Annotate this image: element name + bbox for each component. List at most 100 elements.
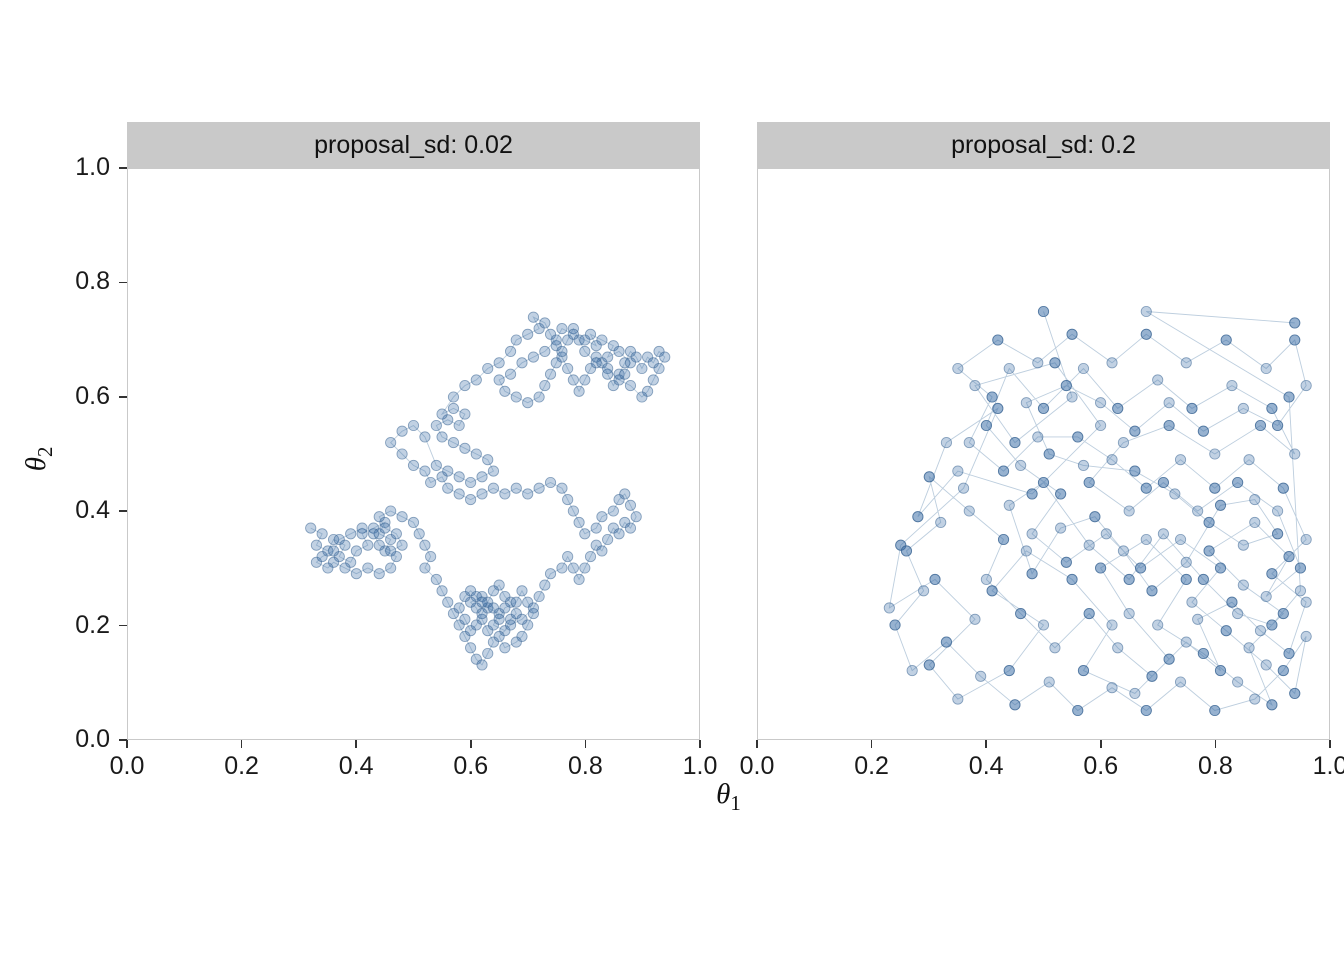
sample-point [1243,454,1255,466]
sample-point [459,590,471,603]
x-tick-label: 0.0 [739,752,775,780]
sample-point [470,602,482,614]
sample-point [619,368,631,380]
sample-point [613,368,625,380]
sample-point [556,323,568,335]
sample-point [470,448,482,460]
sample-point [373,568,385,580]
facet-strip-label: proposal_sd: 0.02 [314,130,513,159]
sample-point [419,539,431,551]
sample-point [379,516,391,528]
sample-point [1232,608,1244,620]
sample-point [1220,625,1232,637]
sample-point [1072,431,1084,443]
sample-point [1289,334,1301,346]
sample-point [1146,585,1158,597]
sample-point [619,488,631,500]
sample-point [396,539,408,551]
sample-point [1083,608,1095,620]
sample-point [602,351,614,363]
sample-point [624,522,637,534]
sample-point [544,476,557,489]
sample-point [607,380,619,392]
sample-point [316,551,328,563]
sample-point [1015,459,1027,471]
sample-point [624,357,637,369]
sample-point [425,551,437,563]
sample-point [1066,328,1078,340]
sample-point [980,419,992,432]
sample-point [1060,380,1072,392]
sample-point [539,345,551,357]
x-tick-label: 0.8 [1198,752,1233,780]
sample-point [636,362,648,375]
sample-point [1174,533,1187,546]
sample-point [1026,488,1038,500]
sample-point [516,585,528,597]
sample-point [493,613,505,625]
sample-point [556,345,568,357]
sample-point [379,545,391,557]
sample-point [602,533,614,546]
sample-point [436,471,448,483]
y-tick-mark [119,510,127,512]
sample-point [1197,573,1209,585]
sample-point [310,556,322,568]
sample-point [425,476,437,489]
x-tick-mark [699,740,701,748]
sample-point [453,602,465,614]
sample-point [590,357,602,369]
sample-point [510,596,522,608]
sample-point [1106,454,1118,466]
sample-point [533,482,545,494]
x-tick-label: 0.0 [109,752,145,780]
sample-point [390,551,402,563]
sample-point [482,596,494,608]
sample-point [1180,556,1192,568]
sample-point [1289,317,1301,329]
sample-point [413,528,425,540]
sample-point [465,476,477,489]
sample-point [1272,528,1284,540]
sample-point [442,414,454,426]
sample-point [1032,431,1044,443]
sample-point [642,351,654,363]
sample-point [573,385,585,397]
sample-point [1037,305,1050,318]
sample-point [975,670,987,682]
y-tick-label: 0.0 [75,725,110,753]
sample-point [642,385,654,397]
x-tick-mark [355,740,357,748]
sample-point [957,482,970,494]
sample-point [1037,402,1050,414]
sample-point [567,505,579,517]
sample-point [653,362,665,375]
sample-point [407,459,420,471]
sample-point [1186,596,1198,608]
sample-point [1123,608,1135,620]
x-tick-label: 0.4 [338,752,374,780]
sample-point [476,596,488,608]
y-tick-label: 0.8 [75,267,110,296]
sample-point [1283,391,1295,403]
sample-point [1032,357,1044,369]
sample-point [1266,619,1278,631]
sample-point [510,391,522,403]
sample-point [482,454,494,466]
sample-point [1180,573,1192,585]
sample-point [1283,647,1295,660]
sample-point [442,465,454,477]
sample-point [1117,545,1130,557]
sample-point [516,357,528,369]
sample-point [430,459,442,471]
sample-point [562,494,574,506]
scatter-trace-plot-left [305,311,671,671]
sample-point [929,573,941,585]
sample-point [1186,402,1198,414]
sample-point [510,482,522,494]
sample-point [1117,437,1130,449]
sample-point [385,437,397,449]
sample-point [476,613,488,625]
sample-point [390,528,402,540]
sample-point [465,585,477,597]
